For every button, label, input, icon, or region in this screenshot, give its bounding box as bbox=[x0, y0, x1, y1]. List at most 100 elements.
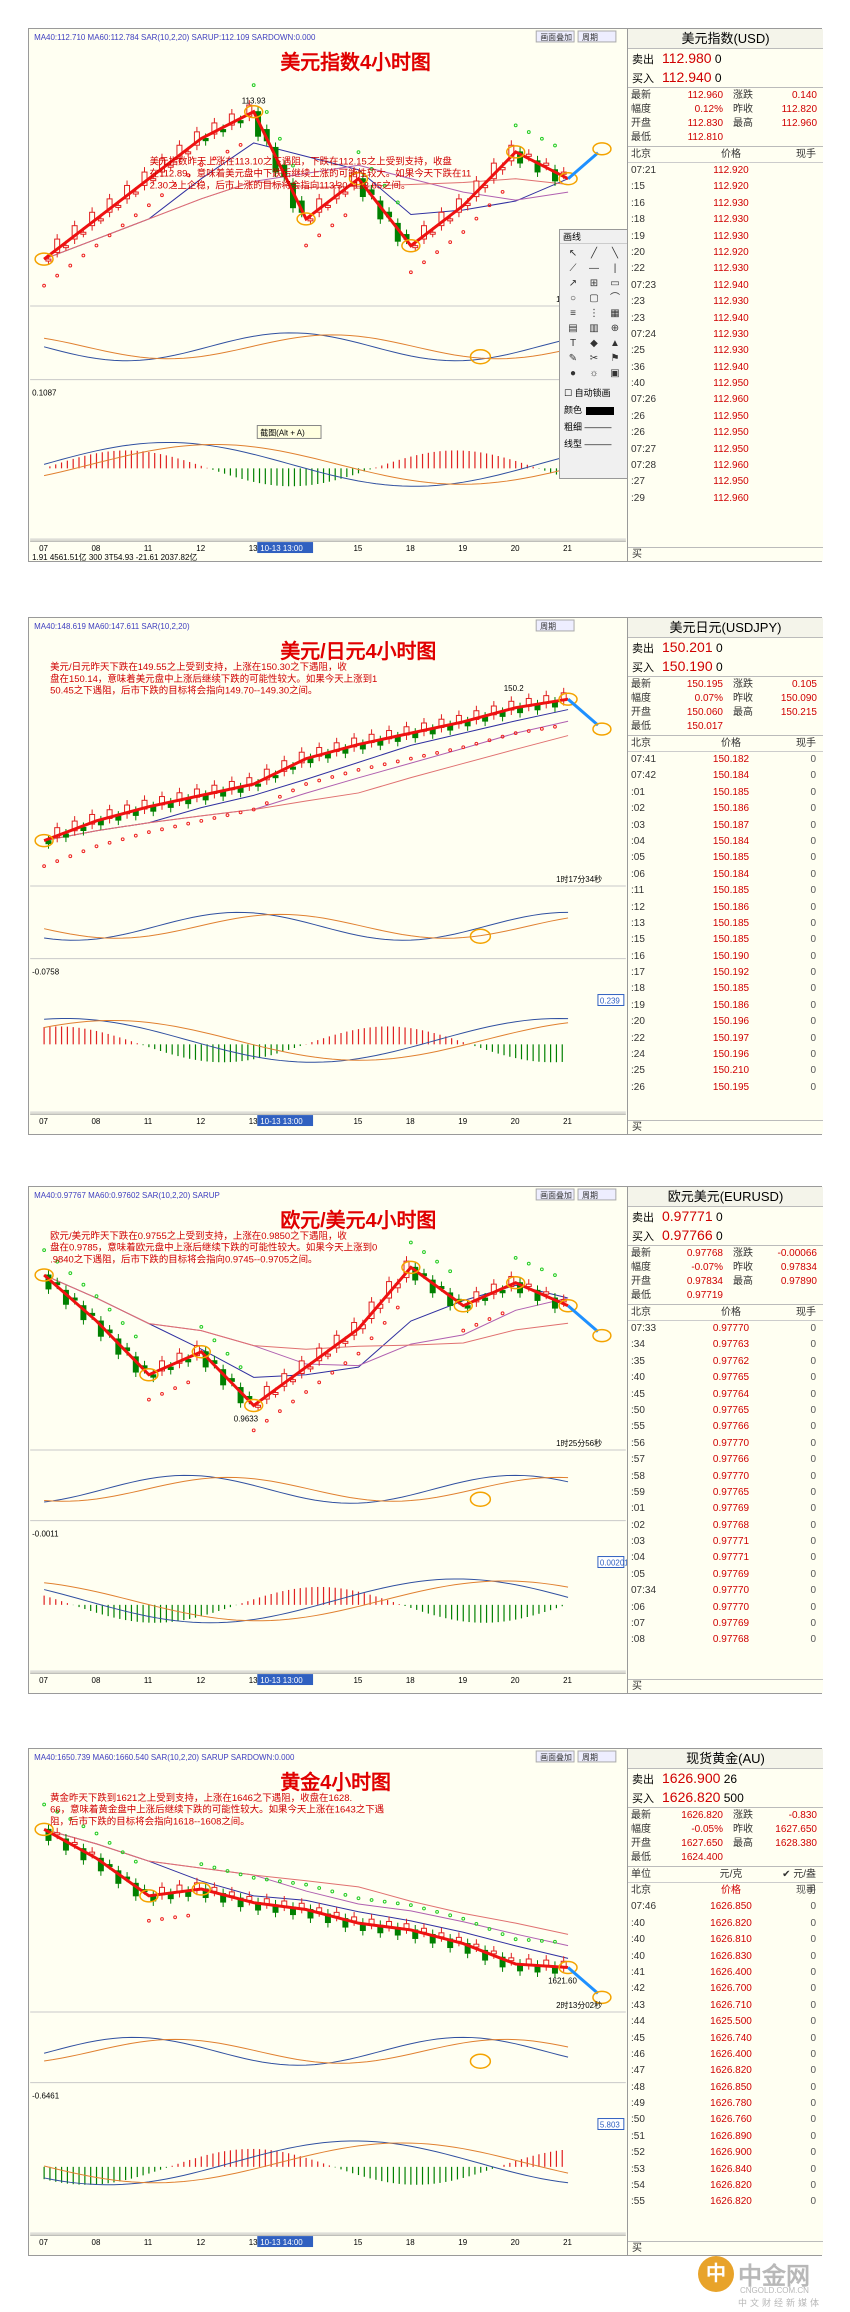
auto-lock-option[interactable]: ☐ 自动锁画 bbox=[564, 388, 611, 398]
draw-tool-icon[interactable]: ○ bbox=[569, 293, 577, 304]
tick-price: 1626.900 bbox=[710, 2147, 752, 2159]
x-tick-label: 19 bbox=[458, 2238, 467, 2247]
sar-dot bbox=[408, 1240, 413, 1245]
draw-tool-icon[interactable]: ▦ bbox=[610, 308, 620, 319]
draw-tool-icon[interactable]: ⊞ bbox=[589, 278, 599, 289]
draw-tool-icon[interactable]: ◆ bbox=[590, 338, 598, 349]
candle-body bbox=[115, 204, 122, 208]
candle-body bbox=[89, 813, 96, 825]
sell-price-line[interactable]: 卖出 150.201 0 bbox=[628, 638, 823, 657]
tick-price: 0.97771 bbox=[712, 1536, 750, 1548]
draw-tool-icon[interactable]: ⚑ bbox=[610, 353, 620, 364]
stat-cell: 最新 bbox=[631, 1810, 651, 1821]
tick-row: :02 0.97768 0 bbox=[628, 1518, 823, 1534]
stat-cell: -0.05% bbox=[691, 1824, 723, 1835]
buy-price-line[interactable]: 买入 112.940 0 bbox=[628, 68, 823, 87]
turning-point-marker bbox=[191, 1345, 212, 1359]
x-tick-label: 12 bbox=[196, 544, 205, 553]
buy-price-line[interactable]: 买入 0.97766 0 bbox=[628, 1226, 823, 1245]
sar-dot bbox=[291, 1881, 295, 1885]
tick-time: :22 bbox=[631, 263, 645, 275]
candle-body bbox=[298, 751, 305, 764]
draw-tool-icon[interactable]: ▢ bbox=[589, 293, 599, 304]
candle-body bbox=[237, 120, 244, 124]
draw-tool-icon[interactable]: ⌒ bbox=[610, 293, 620, 304]
sell-price-line[interactable]: 卖出 112.980 0 bbox=[628, 49, 823, 68]
stat-cell bbox=[759, 131, 817, 145]
buy-sell-tab[interactable]: 买 bbox=[628, 547, 823, 561]
chart-area[interactable]: MA40:0.97767 MA60:0.97602 SAR(10,2,20) S… bbox=[29, 1187, 627, 1693]
stat-row: 最新 150.195 涨跌 0.105 bbox=[631, 678, 820, 692]
instrument-title: 欧元美元(EURUSD) bbox=[628, 1187, 823, 1207]
draw-tool-icon[interactable]: ⟋ bbox=[569, 263, 577, 274]
sell-price-line[interactable]: 卖出 1626.900 26 bbox=[628, 1769, 823, 1788]
stat-cell: 0.97719 bbox=[686, 1290, 723, 1301]
tick-time: 07:34 bbox=[631, 1585, 657, 1597]
line-style-option[interactable]: 线型 ——— bbox=[564, 439, 612, 449]
stat-row: 开盘 1627.650 最高 1628.380 bbox=[631, 1837, 820, 1851]
draw-tool-icon[interactable]: ▭ bbox=[610, 278, 620, 289]
draw-tool-icon[interactable]: ↗ bbox=[568, 278, 578, 289]
draw-tool-icon[interactable]: ▲ bbox=[610, 338, 620, 349]
draw-tool-icon[interactable]: ▤ bbox=[568, 323, 578, 334]
tick-row: :40 1626.810 0 bbox=[628, 1932, 823, 1948]
sar-dot bbox=[369, 167, 374, 171]
width-option[interactable]: 粗细 ——— bbox=[564, 422, 612, 432]
tick-volume bbox=[776, 229, 816, 245]
draw-tool-icon[interactable]: ✎ bbox=[568, 353, 578, 364]
tick-row: :25 150.210 0 bbox=[628, 1063, 823, 1079]
tick-row: :24 150.196 0 bbox=[628, 1047, 823, 1063]
tick-price: 112.920 bbox=[713, 165, 749, 176]
buy-price-line[interactable]: 买入 150.190 0 bbox=[628, 657, 823, 676]
tick-volume: 0 bbox=[810, 1519, 816, 1531]
tick-row: :29 112.960 bbox=[628, 491, 823, 507]
sar-dot bbox=[160, 827, 164, 832]
moving-average-line bbox=[43, 178, 569, 260]
draw-tool-icon[interactable]: ╱ bbox=[590, 248, 598, 259]
tick-time: :04 bbox=[631, 835, 645, 847]
stat-row: 最低 150.017 bbox=[631, 720, 820, 734]
stat-row: 幅度 0.07% 昨收 150.090 bbox=[631, 692, 820, 706]
usd-index-panel: MA40:112.710 MA60:112.784 SAR(10,2,20) S… bbox=[28, 28, 823, 562]
draw-tool-icon[interactable]: | bbox=[613, 263, 617, 274]
draw-tool-icon[interactable]: ⊕ bbox=[610, 323, 620, 334]
x-tick-label: 07 bbox=[39, 544, 48, 553]
draw-tool-icon[interactable]: ✂ bbox=[589, 353, 599, 364]
tick-row: :47 1626.820 0 bbox=[628, 2063, 823, 2079]
sell-price-line[interactable]: 卖出 0.97771 0 bbox=[628, 1207, 823, 1226]
buy-sell-tab[interactable]: 买 bbox=[628, 1120, 823, 1134]
draw-tool-icon[interactable]: ↖ bbox=[568, 248, 578, 259]
tick-row: :22 112.930 bbox=[628, 261, 823, 277]
buy-sell-tab[interactable]: 买 bbox=[628, 1679, 823, 1693]
tick-volume: 0 bbox=[810, 1634, 816, 1646]
tick-price: 112.930 bbox=[713, 197, 749, 209]
draw-tool-icon[interactable]: ╲ bbox=[611, 248, 619, 259]
chart-area[interactable]: MA40:112.710 MA60:112.784 SAR(10,2,20) S… bbox=[29, 29, 627, 561]
tick-price: 150.196 bbox=[712, 1049, 750, 1061]
x-tick-label: 21 bbox=[563, 2238, 572, 2247]
draw-tool-icon[interactable]: ≡ bbox=[570, 308, 576, 319]
chart-area[interactable]: MA40:1650.739 MA60:1660.540 SAR(10,2,20)… bbox=[29, 1749, 627, 2255]
candle-body bbox=[202, 137, 209, 142]
draw-tool-icon[interactable]: ☼ bbox=[589, 368, 599, 379]
chart-area[interactable]: MA40:148.619 MA60:147.611 SAR(10,2,20) 周期… bbox=[29, 618, 627, 1134]
draw-tool-icon[interactable]: T bbox=[569, 338, 577, 349]
buy-sell-tab[interactable]: 买 bbox=[628, 2241, 823, 2255]
stat-cell: 开盘 bbox=[631, 1838, 651, 1849]
tick-volume bbox=[776, 376, 816, 392]
draw-tool-icon[interactable]: ▥ bbox=[589, 323, 599, 334]
candle-body bbox=[473, 1943, 480, 1948]
tick-price: 0.97762 bbox=[712, 1355, 750, 1367]
draw-tool-icon[interactable]: — bbox=[589, 263, 599, 274]
sar-dot bbox=[120, 837, 125, 842]
draw-tool-icon[interactable]: ⋮ bbox=[589, 308, 599, 319]
sar-dot bbox=[42, 1802, 47, 1807]
tick-price: 1626.820 bbox=[710, 2180, 752, 2192]
tick-time: :34 bbox=[631, 1339, 645, 1351]
draw-tool-icon[interactable]: ● bbox=[569, 368, 577, 379]
buy-price-line[interactable]: 买入 1626.820 500 bbox=[628, 1788, 823, 1807]
tick-row: 07:33 0.97770 0 bbox=[628, 1321, 823, 1337]
draw-tool-icon[interactable]: ▣ bbox=[610, 368, 620, 379]
color-option[interactable]: 颜色 bbox=[560, 401, 628, 418]
stat-cell: 0.105 bbox=[791, 679, 817, 690]
